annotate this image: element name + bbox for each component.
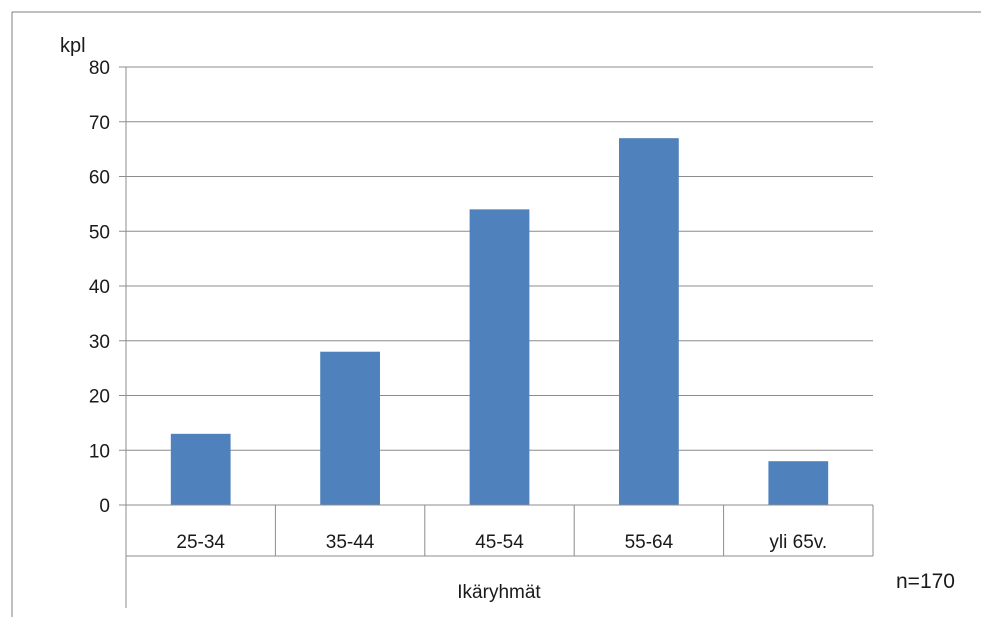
y-tick-labels: 0 10 20 30 40 50 60 70 80 — [89, 58, 110, 517]
x-tick-label: 55-64 — [625, 532, 674, 553]
y-tick-label: 60 — [89, 168, 110, 189]
y-tick-label: 10 — [89, 441, 110, 462]
bars — [170, 138, 829, 506]
bar — [469, 209, 530, 505]
x-tick-labels: 25-34 35-44 45-54 55-64 yli 65v. — [176, 532, 827, 553]
bar — [768, 461, 829, 505]
bar — [170, 433, 231, 505]
x-tick-label: yli 65v. — [769, 532, 827, 553]
x-tick-label: 45-54 — [475, 532, 524, 553]
x-axis-label: Ikäryhmät — [457, 582, 541, 603]
y-tick-label: 0 — [99, 496, 110, 517]
y-tick-label: 70 — [89, 113, 110, 134]
x-tick-label: 35-44 — [326, 532, 375, 553]
sample-size-annotation: n=170 — [896, 570, 955, 593]
y-tick-label: 80 — [89, 58, 110, 79]
bar — [619, 138, 679, 506]
bar — [320, 351, 380, 505]
axes — [125, 67, 874, 608]
x-tick-label: 25-34 — [176, 532, 225, 553]
y-tick-label: 50 — [89, 222, 110, 243]
y-axis-label: kpl — [60, 35, 86, 57]
y-tick-label: 30 — [89, 332, 110, 353]
y-tick-label: 40 — [89, 277, 110, 298]
y-tick-label: 20 — [89, 387, 110, 408]
